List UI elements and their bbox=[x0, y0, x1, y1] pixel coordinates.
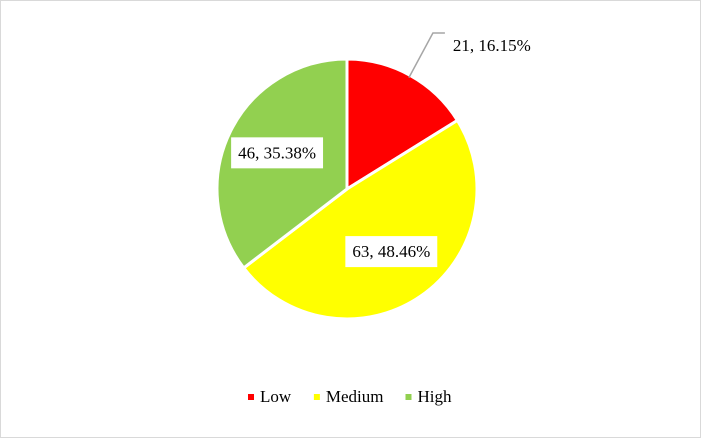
legend-marker bbox=[248, 394, 255, 400]
data-label: 63, 48.46% bbox=[352, 242, 430, 261]
legend-label: Low bbox=[260, 387, 292, 406]
legend-label: High bbox=[417, 387, 452, 406]
legend: Low Medium High bbox=[248, 387, 452, 406]
legend-marker bbox=[313, 394, 320, 400]
data-label-box bbox=[345, 236, 438, 268]
data-label-box bbox=[231, 137, 324, 169]
legend-label: Medium bbox=[326, 387, 384, 406]
leader-line bbox=[408, 32, 445, 79]
legend-marker bbox=[405, 394, 412, 400]
data-label: 46, 35.38% bbox=[238, 143, 316, 162]
pie-slice bbox=[241, 118, 479, 321]
data-label: 21, 16.15% bbox=[453, 36, 531, 55]
